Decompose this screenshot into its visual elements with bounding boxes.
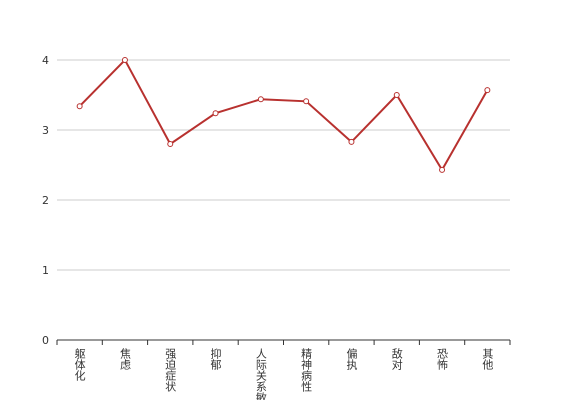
- x-tick-label: 抑郁: [209, 347, 222, 370]
- point: [484, 87, 491, 94]
- x-tick-label: 躯体化: [73, 348, 86, 382]
- x-tick-label: 人际关系敏感: [254, 348, 267, 400]
- point: [348, 138, 355, 145]
- line: [78, 58, 489, 172]
- x-tick-label: 偏执: [345, 347, 358, 371]
- point: [76, 103, 83, 110]
- x-tick-label: 敌对: [390, 347, 403, 370]
- point: [303, 98, 310, 105]
- y-tick-label: 0: [42, 334, 49, 347]
- x-tick-label: 恐怖: [436, 348, 449, 370]
- point: [439, 166, 446, 173]
- y-tick-label: 2: [42, 194, 49, 207]
- x-tick-label: 精神病性: [300, 348, 313, 393]
- y-tick-label: 3: [42, 124, 49, 137]
- point: [393, 92, 400, 98]
- x-tick-label: 焦虑: [118, 348, 131, 370]
- y-tick-label: 1: [42, 264, 49, 277]
- x-tick-label: 强迫症状: [164, 348, 177, 392]
- point: [257, 96, 264, 103]
- point: [167, 141, 174, 147]
- point: [212, 110, 219, 117]
- point: [121, 57, 128, 63]
- y-tick-label: 4: [42, 54, 49, 67]
- x-tick-label: 其他: [481, 348, 494, 370]
